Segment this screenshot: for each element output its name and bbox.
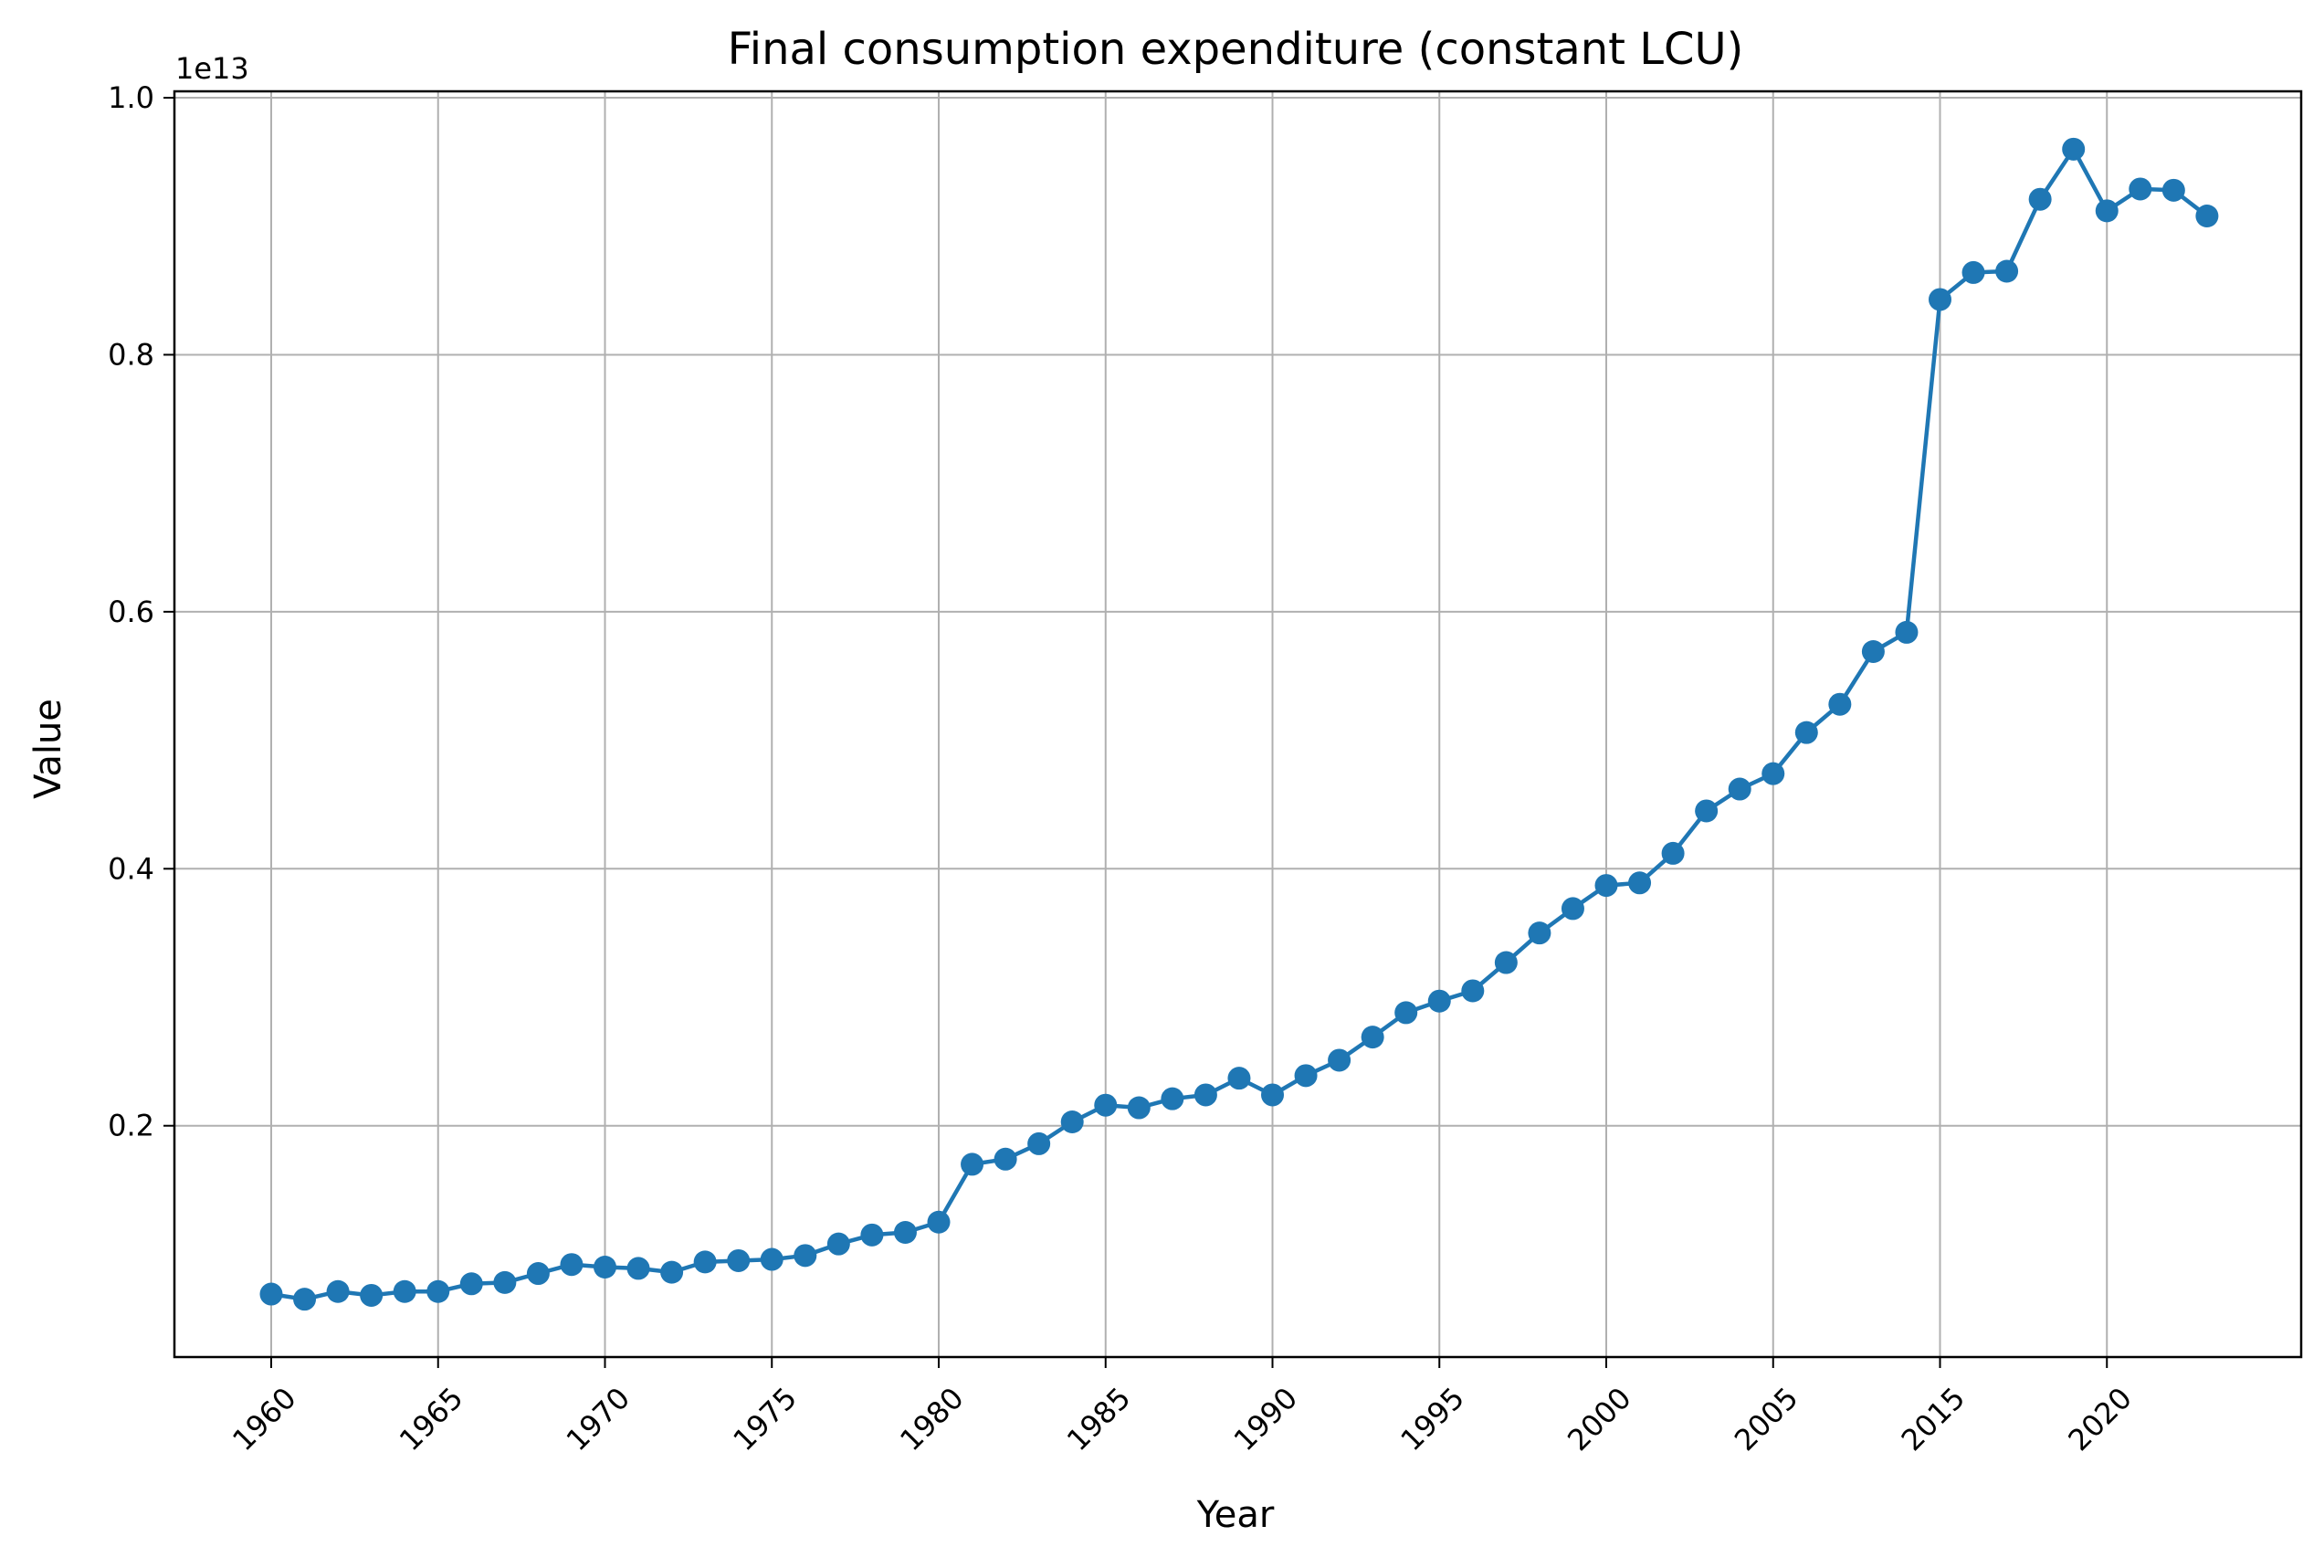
data-point — [393, 1279, 416, 1303]
data-point — [2028, 187, 2052, 211]
data-point — [794, 1244, 817, 1268]
data-point — [1094, 1093, 1118, 1117]
y-tick-label: 0.2 — [108, 1109, 154, 1143]
data-point — [1027, 1131, 1051, 1155]
data-point — [560, 1253, 584, 1277]
data-point — [1761, 762, 1785, 785]
data-point — [1361, 1026, 1384, 1049]
data-point — [1861, 639, 1885, 663]
data-point — [1895, 620, 1919, 644]
data-point — [1127, 1096, 1151, 1120]
y-tick-label: 0.6 — [108, 595, 154, 629]
data-point — [1227, 1067, 1251, 1090]
data-point — [1995, 259, 2019, 283]
data-point — [2129, 177, 2152, 201]
data-point — [1628, 871, 1652, 895]
data-point — [459, 1272, 483, 1296]
data-point — [1661, 841, 1685, 865]
y-axis-label: Value — [27, 699, 69, 799]
data-point — [2095, 199, 2119, 223]
data-point — [1561, 897, 1584, 921]
data-point — [426, 1279, 450, 1303]
plot-area — [259, 137, 2219, 1311]
data-point — [693, 1250, 717, 1274]
chart-title: Final consumption expenditure (constant … — [728, 24, 1744, 75]
data-point — [1394, 1001, 1418, 1025]
data-point — [1929, 288, 1951, 311]
data-point — [961, 1152, 984, 1176]
data-point — [1427, 989, 1451, 1013]
data-point — [1961, 260, 1985, 284]
data-point — [326, 1279, 350, 1303]
data-point — [2195, 204, 2219, 227]
data-point — [1528, 921, 1551, 945]
data-point — [259, 1282, 283, 1306]
data-point — [2161, 178, 2185, 202]
data-point — [1794, 721, 1818, 744]
data-point — [893, 1221, 917, 1245]
data-point — [860, 1223, 884, 1247]
data-point — [1294, 1064, 1318, 1088]
data-point — [594, 1256, 616, 1279]
data-point — [526, 1262, 550, 1286]
x-axis-label: Year — [1196, 1494, 1275, 1536]
data-point — [1828, 692, 1852, 716]
data-point — [2062, 137, 2086, 161]
data-point — [760, 1247, 783, 1271]
axes-frame — [173, 89, 2303, 1359]
data-point — [1461, 979, 1485, 1003]
data-point — [360, 1283, 384, 1307]
data-point — [1161, 1087, 1184, 1110]
data-point — [727, 1248, 751, 1272]
data-point — [1594, 874, 1618, 898]
axes — [163, 89, 2303, 1368]
data-point — [493, 1270, 517, 1294]
data-point — [1060, 1110, 1084, 1133]
y-tick-label: 1.0 — [108, 80, 154, 115]
data-point — [1194, 1083, 1217, 1107]
data-point — [1261, 1083, 1284, 1107]
data-point — [1728, 777, 1751, 801]
data-point — [1695, 799, 1719, 823]
y-tick-label: 0.8 — [108, 337, 154, 372]
data-point — [293, 1288, 317, 1311]
data-point — [826, 1232, 850, 1256]
data-point — [626, 1257, 650, 1280]
data-point — [994, 1147, 1017, 1171]
y-axis-scale-label: 1e13 — [175, 51, 249, 86]
y-tick-label: 0.4 — [108, 851, 154, 886]
data-point — [927, 1210, 951, 1234]
data-point — [1494, 951, 1518, 974]
data-point — [660, 1260, 684, 1284]
data-point — [1328, 1048, 1351, 1072]
